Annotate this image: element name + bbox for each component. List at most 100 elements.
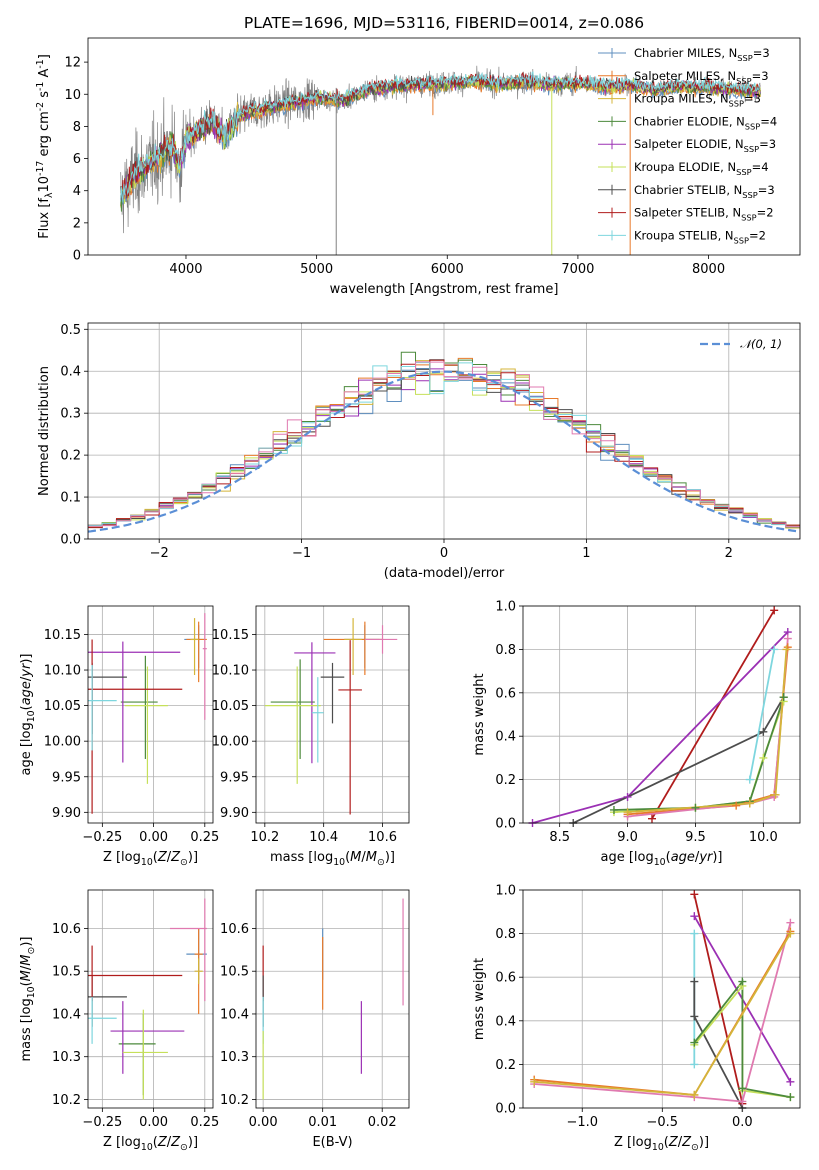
y-axis-label: mass [log10(M/M⊙)]	[19, 937, 37, 1062]
plot-area-spectrum	[120, 65, 762, 255]
y-tick-label: 0.4	[495, 730, 516, 745]
y-tick-label: 0.0	[495, 817, 516, 832]
y-tick-label: 10.10	[44, 664, 81, 679]
x-tick-label: 0.25	[190, 830, 219, 845]
mass-weight-marker	[786, 918, 795, 927]
mass-weight-marker	[690, 912, 699, 921]
x-tick-label: −0.5	[647, 1115, 679, 1130]
mass-weight-marker	[770, 645, 779, 654]
x-tick-label: 10.0	[749, 830, 778, 845]
y-tick-label: 0.2	[495, 1058, 516, 1073]
mass-weight-marker	[623, 808, 632, 817]
x-tick-label: 10.4	[309, 830, 338, 845]
y-tick-label: 6	[73, 152, 81, 167]
y-tick-label: 10.15	[44, 628, 81, 643]
x-tick-label: 0.00	[139, 830, 168, 845]
subplot-age_vs_Z: −0.25 0.00 0.25 9.90 9.95 10.00 10.05 10.10 10.1…	[19, 605, 219, 868]
legend-label: Chabrier MILES, NSSP=3	[634, 46, 770, 63]
plot-area-mass_vs_Z	[88, 898, 207, 1100]
mass-weight-marker	[690, 1012, 699, 1021]
axes-frame	[522, 605, 801, 824]
y-tick-label: 0.2	[495, 773, 516, 788]
y-tick-label: 4	[73, 184, 81, 199]
y-tick-label: 10	[64, 88, 81, 103]
y-tick-label: 10.4	[52, 1007, 81, 1022]
legend-label: Kroupa MILES, NSSP=3	[634, 92, 761, 109]
mass-weight-marker	[690, 1090, 699, 1099]
subplot-mw_vs_Z: −1.0 −0.5 0.0 0.0 0.2 0.4 0.6 0.8 1.0 Z [log10(Z/…	[472, 884, 801, 1153]
legend-label: 𝒩(0, 1)	[740, 337, 782, 351]
x-tick-label: 0.00	[139, 1115, 168, 1130]
subplot-spectrum: 4000 5000 6000 7000 8000 0 2 4 6 8 10 12 wavelength …	[35, 37, 801, 297]
y-tick-label: 9.90	[52, 806, 81, 821]
x-axis-label: Z [log10(Z/Z⊙)]	[614, 1135, 709, 1153]
y-tick-label: 0.4	[60, 365, 81, 380]
mass-weight-marker	[691, 803, 700, 812]
plot-area-mass_vs_ebv	[262, 898, 404, 1100]
legend-label: Salpeter STELIB, NSSP=2	[634, 206, 774, 223]
y-tick-label: 9.95	[220, 770, 249, 785]
y-tick-label: 0.0	[60, 533, 81, 548]
y-tick-label: 10.05	[44, 699, 81, 714]
y-tick-label: 10.5	[52, 965, 81, 980]
x-tick-label: −0.25	[82, 1115, 122, 1130]
y-tick-label: 0.2	[60, 449, 81, 464]
mass-weight-marker	[759, 753, 768, 762]
x-axis-label: E(B-V)	[312, 1135, 352, 1150]
mass-weight-marker	[690, 1060, 699, 1069]
y-tick-label: 10.3	[220, 1050, 249, 1065]
x-tick-label: −1.0	[566, 1115, 598, 1130]
x-tick-label: 2	[725, 546, 733, 561]
y-tick-label: 0.8	[495, 643, 516, 658]
legend-label: Salpeter MILES, NSSP=3	[634, 69, 769, 86]
legend-label: Chabrier STELIB, NSSP=3	[634, 183, 775, 200]
x-tick-label: 0.01	[308, 1115, 337, 1130]
mass-weight-marker	[647, 814, 656, 823]
x-tick-label: 8.5	[549, 830, 570, 845]
y-tick-label: 0	[73, 249, 81, 264]
mass-weight-marker	[770, 606, 779, 615]
x-tick-label: 4000	[169, 262, 202, 277]
legend-label: Kroupa ELODIE, NSSP=4	[634, 160, 769, 177]
x-tick-label: 0.25	[190, 1115, 219, 1130]
y-tick-label: 9.95	[52, 770, 81, 785]
mass-weight-marker	[732, 801, 741, 810]
mass-weight-marker	[783, 634, 792, 643]
y-tick-label: 1.0	[495, 600, 516, 615]
x-axis-label: age [log10(age/yr)]	[600, 850, 722, 868]
axes-frame	[87, 605, 214, 824]
x-tick-label: 9.0	[617, 830, 638, 845]
mass-weight-line	[534, 922, 792, 1103]
x-tick-label: −1	[292, 546, 311, 561]
mass-weight-marker	[609, 805, 618, 814]
mass-weight-marker	[690, 929, 699, 938]
x-tick-label: 0.02	[368, 1115, 397, 1130]
mass-weight-marker	[786, 1077, 795, 1086]
y-tick-label: 9.90	[220, 806, 249, 821]
mass-weight-line	[748, 649, 776, 780]
axes-frame	[522, 889, 801, 1109]
x-axis-label: wavelength [Angstrom, rest frame]	[330, 282, 559, 297]
legend-label: Chabrier ELODIE, NSSP=4	[634, 114, 777, 131]
mass-weight-marker	[690, 890, 699, 899]
y-axis-label: mass weight	[472, 673, 487, 755]
subplot-mass_vs_ebv: 0.00 0.01 0.02 10.2 10.3 10.4 10.5 10.6 E(B-V)	[220, 889, 410, 1150]
mass-weight-marker	[530, 1077, 539, 1086]
mass-weight-line	[651, 609, 775, 820]
y-tick-label: 12	[64, 56, 81, 71]
y-tick-label: 10.4	[220, 1007, 249, 1022]
mass-weight-line	[627, 649, 788, 813]
y-tick-label: 0.3	[60, 407, 81, 422]
axes-frame	[87, 322, 801, 540]
axes-frame	[87, 889, 214, 1109]
y-tick-label: 0.1	[60, 491, 81, 506]
mass-weight-marker	[759, 727, 768, 736]
mass-weight-marker	[690, 977, 699, 986]
plot-area-age_vs_mass	[264, 618, 398, 815]
subplot-mw_vs_age: 8.5 9.0 9.5 10.0 0.0 0.2 0.4 0.6 0.8 1.0 age [log1…	[472, 600, 801, 868]
y-axis-label: mass weight	[472, 958, 487, 1040]
x-tick-label: 9.5	[685, 830, 706, 845]
y-tick-label: 0.4	[495, 1014, 516, 1029]
y-axis-label: Flux [fλ10-17 erg cm-2 s-1 A-1]	[35, 54, 55, 239]
